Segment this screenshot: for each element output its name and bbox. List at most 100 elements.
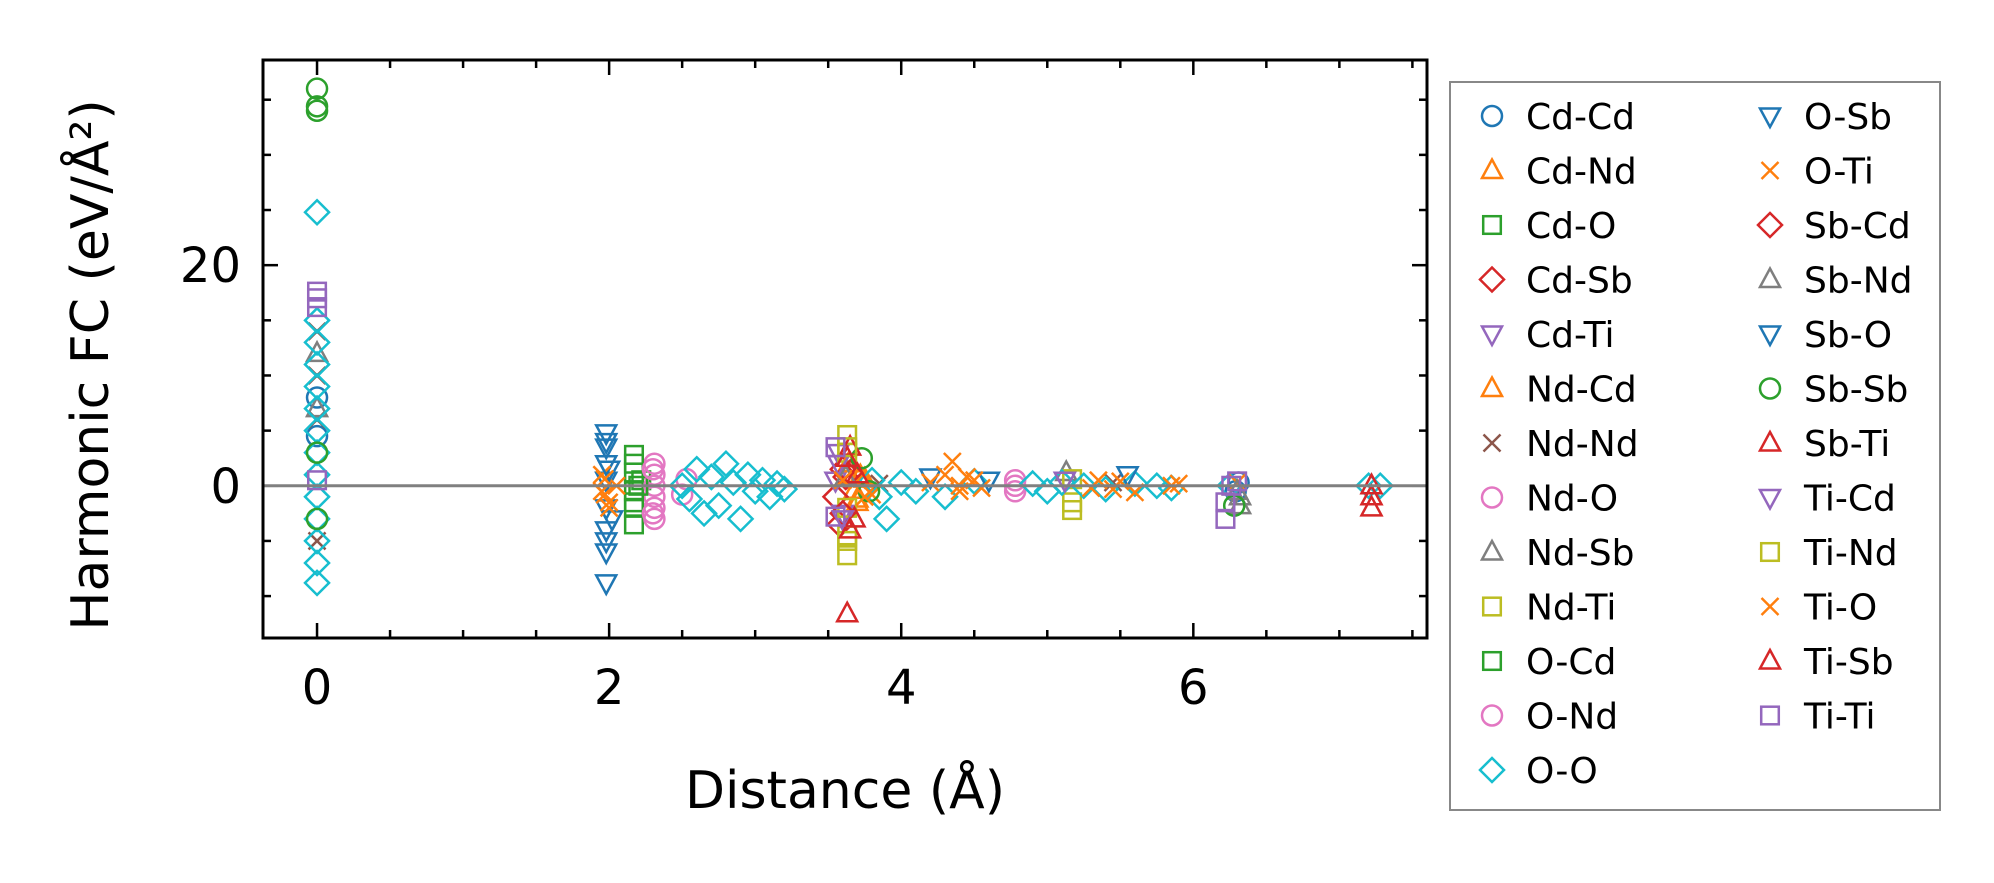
data-point: [1366, 472, 1395, 500]
y-tick-label: 0: [210, 459, 241, 515]
plot-frame: [261, 58, 1429, 640]
legend-label: O-Ti: [1804, 152, 1874, 193]
legend-marker: [1478, 265, 1506, 294]
legend-marker: [1479, 538, 1505, 561]
data-point: [697, 463, 726, 491]
x-axis-label: Distance (Å): [685, 759, 1005, 821]
data-point: [1081, 478, 1101, 498]
y-tick-label: 20: [180, 238, 241, 294]
legend-item: Ti-O: [1760, 588, 1877, 629]
legend-marker: [1759, 705, 1781, 726]
data-point: [1062, 469, 1083, 490]
legend-marker: [1479, 325, 1505, 348]
y-axis-label: Harmonic FC (eV/Å²): [59, 99, 121, 630]
data-point: [976, 471, 1001, 494]
data-point: [835, 600, 860, 623]
data-point: [942, 452, 962, 471]
data-point: [303, 328, 331, 357]
legend-label: Nd-Cd: [1526, 370, 1637, 411]
data-point: [935, 465, 955, 485]
legend-item: Sb-Ti: [1757, 424, 1890, 465]
legend-label: Ti-Nd: [1803, 533, 1898, 574]
legend-item: Cd-Sb: [1478, 261, 1633, 302]
legend-item: Cd-Cd: [1480, 97, 1635, 138]
data-point: [641, 457, 665, 481]
legend-marker: [1758, 377, 1782, 400]
legend-label: Ti-O: [1803, 588, 1877, 629]
data-point: [305, 77, 329, 100]
data-point: [921, 473, 940, 492]
legend-item: Nd-Nd: [1482, 424, 1639, 465]
legend-label: Cd-Ti: [1526, 315, 1615, 356]
data-point: [303, 527, 331, 555]
data-point: [623, 453, 645, 474]
legend-label: Ti-Cd: [1803, 479, 1896, 520]
data-point: [599, 498, 619, 518]
legend-item: Sb-Sb: [1758, 370, 1908, 411]
legend-label: Cd-Cd: [1526, 97, 1635, 138]
legend-item: O-Ti: [1760, 152, 1874, 193]
legend-label: Cd-Sb: [1526, 261, 1633, 302]
legend-label: Ti-Sb: [1803, 642, 1894, 683]
data-point: [594, 521, 619, 544]
data-point: [303, 394, 331, 423]
data-point: [305, 99, 329, 122]
data-point: [304, 394, 330, 418]
legend-label: Nd-Nd: [1526, 424, 1639, 465]
data-point: [825, 437, 846, 458]
data-point: [1052, 471, 1077, 494]
data-point: [837, 530, 858, 551]
legend-marker: [1481, 214, 1503, 236]
data-point: [838, 516, 863, 539]
data-point: [1070, 472, 1098, 500]
legend-marker: [1481, 596, 1503, 617]
data-point: [675, 485, 704, 513]
data-point: [599, 492, 619, 512]
legend-item: Cd-O: [1481, 206, 1616, 247]
legend-item: Ti-Cd: [1757, 479, 1896, 520]
data-point: [594, 574, 619, 597]
x-tick-label: 0: [302, 660, 333, 716]
series-Ti-Nd: [837, 437, 1083, 551]
data-point: [726, 505, 755, 533]
series-O-Nd: [641, 457, 665, 525]
legend-label: Sb-O: [1804, 315, 1892, 356]
legend-marker: [1480, 104, 1504, 128]
legend-marker: [1757, 647, 1783, 670]
legend-label: O-O: [1526, 751, 1598, 792]
legend-item: Nd-Ti: [1481, 588, 1616, 629]
data-point: [594, 543, 619, 566]
x-tick-label: 6: [1178, 660, 1209, 716]
legend-item: Cd-Ti: [1479, 315, 1615, 356]
data-point: [594, 432, 619, 456]
data-point: [855, 487, 875, 507]
tick-labels: 0 2 4 6 0 20: [180, 238, 1209, 716]
legend-marker: [1479, 374, 1505, 398]
legend-item: Cd-Nd: [1479, 152, 1637, 193]
data-point: [305, 424, 329, 448]
legend-item: O-O: [1478, 751, 1598, 792]
data-point: [1169, 474, 1189, 493]
legend-marker: [1757, 107, 1783, 130]
data-point: [837, 437, 858, 458]
series-Sb-O: [594, 432, 622, 555]
data-point: [305, 507, 329, 531]
legend-label: Sb-Sb: [1804, 370, 1908, 411]
legend-item: Nd-Cd: [1479, 370, 1637, 411]
data-point: [668, 472, 696, 500]
legend-item: Sb-Nd: [1757, 261, 1912, 302]
data-point: [837, 545, 858, 566]
data-point: [1359, 472, 1384, 495]
legend-label: Ti-Ti: [1803, 697, 1875, 738]
data-point: [704, 491, 733, 520]
data-point: [303, 350, 331, 379]
data-point: [902, 477, 930, 506]
data-point: [1359, 494, 1384, 517]
legend-item: Sb-Cd: [1756, 206, 1911, 247]
legend-marker: [1757, 429, 1783, 452]
legend-label: Sb-Nd: [1804, 261, 1912, 302]
data-point: [306, 470, 328, 491]
data-point: [682, 455, 711, 484]
legend-item: Nd-O: [1480, 479, 1618, 520]
legend-item: O-Nd: [1480, 697, 1618, 738]
